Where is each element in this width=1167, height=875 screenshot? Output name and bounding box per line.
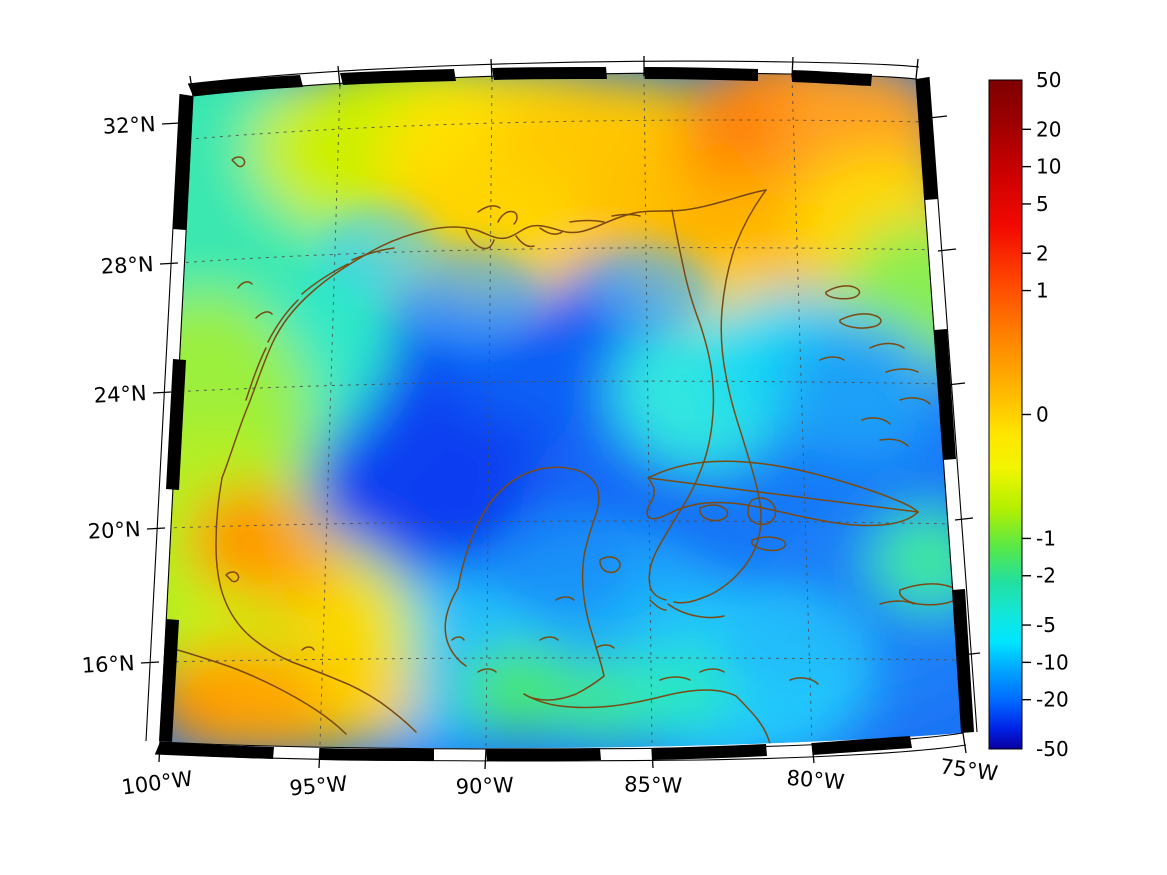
lon-label-85: 85°W <box>624 772 683 798</box>
lon-label-95: 95°W <box>288 772 348 801</box>
colorbar-label-2: 2 <box>1036 241 1049 265</box>
frame-ticks-left <box>159 94 193 742</box>
gridline-lat-16 <box>160 657 963 663</box>
lat-label-32: 32°N <box>102 112 156 139</box>
frame-ticks-bottom <box>155 736 912 761</box>
colorbar-label--10: -10 <box>1036 650 1069 674</box>
colorbar-label--50: -50 <box>1036 737 1069 761</box>
scalar-field-detail <box>320 205 870 685</box>
gridline-lon-95 <box>319 85 341 746</box>
lon-label-80: 80°W <box>786 766 846 794</box>
lat-label-16: 16°N <box>81 651 135 678</box>
axis-tickmarks <box>140 56 981 770</box>
colorbar-label--1: -1 <box>1036 526 1056 550</box>
colorbar-label--20: -20 <box>1036 688 1069 712</box>
gridline-lat-28 <box>177 247 945 264</box>
colorbar-label--5: -5 <box>1036 613 1056 637</box>
frame-ticks-right <box>916 77 974 733</box>
colorbar-label-5: 5 <box>1036 192 1049 216</box>
colorbar-label-20: 20 <box>1036 117 1061 141</box>
coastlines <box>169 156 961 745</box>
lat-label-20: 20°N <box>87 517 141 544</box>
colorbar-label--2: -2 <box>1036 564 1056 588</box>
colorbar-label-10: 10 <box>1036 155 1061 179</box>
colorbar-label-1: 1 <box>1036 279 1049 303</box>
colorbar-tickmarks <box>1022 128 1031 701</box>
colorbar-label-0: 0 <box>1036 403 1049 427</box>
lat-label-24: 24°N <box>93 381 147 408</box>
gridline-lat-24 <box>171 380 953 393</box>
lat-label-28: 28°N <box>100 252 154 279</box>
lon-label-100: 100°W <box>120 766 194 799</box>
gridline-lat-32 <box>179 119 931 141</box>
latitude-tick-labels: 32°N 28°N 24°N 20°N 16°N <box>81 112 156 678</box>
gridline-lon-85 <box>643 75 653 749</box>
lon-label-75: 75°W <box>939 754 1000 785</box>
map-frame <box>145 60 978 762</box>
frame-ticks-top <box>188 67 872 96</box>
colorbar-label-50: 50 <box>1036 68 1061 92</box>
lon-label-90: 90°W <box>455 773 514 799</box>
colorbar-gradient-bar <box>988 79 1023 750</box>
